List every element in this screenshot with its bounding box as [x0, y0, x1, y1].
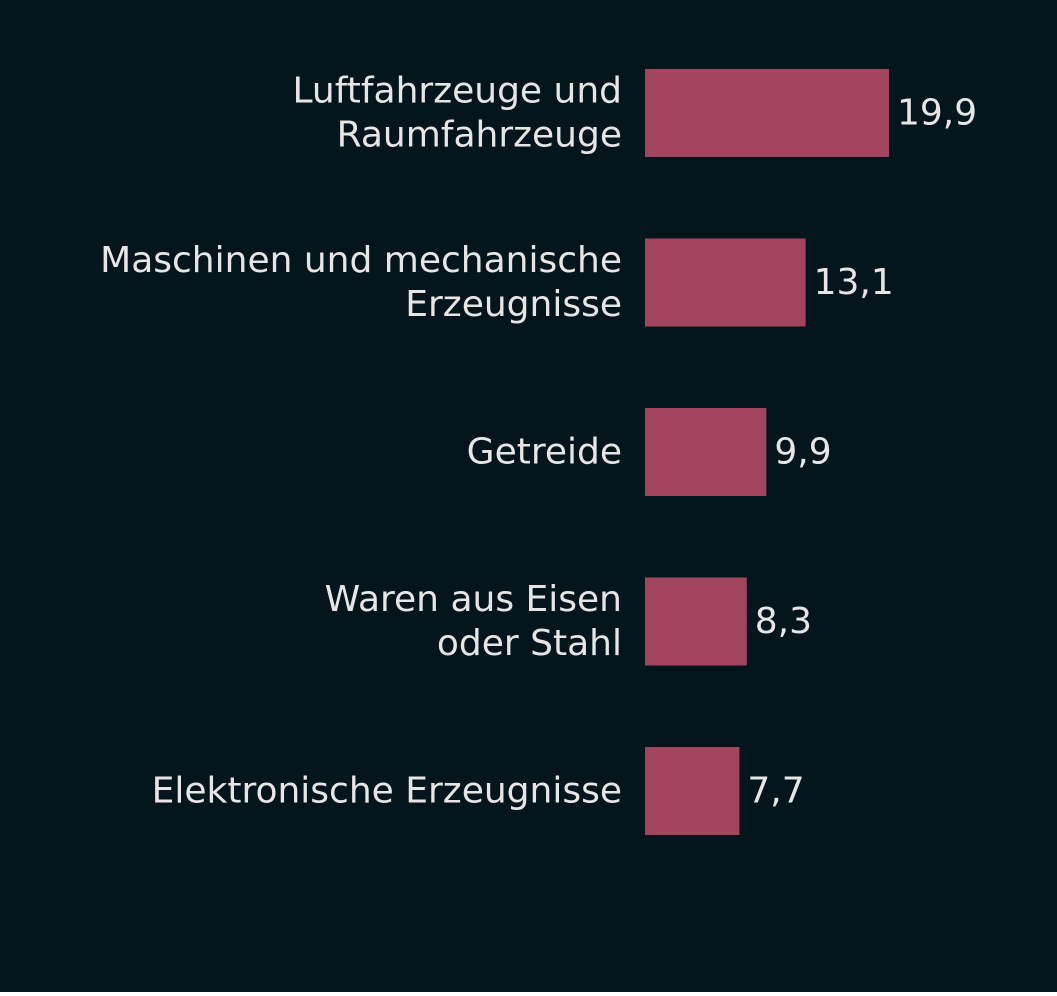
value-label-5: 7,7	[747, 771, 804, 812]
bars	[645, 69, 889, 835]
bar-4	[645, 577, 747, 666]
bar-5	[645, 747, 740, 835]
category-label-1: Luftfahrzeuge und Raumfahrzeuge	[292, 71, 622, 156]
bar-2	[645, 238, 806, 327]
value-label-1: 19,9	[897, 93, 977, 134]
value-label-4: 8,3	[755, 601, 812, 642]
category-label-line: Erzeugnisse	[405, 284, 622, 325]
category-label-2: Maschinen und mechanische Erzeugnisse	[100, 240, 622, 325]
category-label-line: Waren aus Eisen	[325, 579, 622, 620]
value-label-3: 9,9	[774, 432, 831, 473]
category-label-line: Luftfahrzeuge und	[292, 71, 622, 112]
bar-3	[645, 408, 767, 496]
category-label-4: Waren aus Eisen oder Stahl	[325, 579, 622, 664]
bar-1	[645, 69, 889, 157]
value-label-2: 13,1	[814, 262, 894, 303]
category-labels: Luftfahrzeuge und Raumfahrzeuge Maschinen …	[100, 71, 622, 812]
category-label-line: Elektronische Erzeugnisse	[152, 771, 622, 812]
category-label-5: Elektronische Erzeugnisse	[152, 771, 622, 812]
category-label-3: Getreide	[467, 432, 622, 473]
value-labels: 19,9 13,1 9,9 8,3 7,7	[747, 93, 977, 812]
category-label-line: Getreide	[467, 432, 622, 473]
category-label-line: oder Stahl	[437, 623, 622, 664]
category-label-line: Raumfahrzeuge	[337, 115, 622, 156]
category-label-line: Maschinen und mechanische	[100, 240, 622, 281]
